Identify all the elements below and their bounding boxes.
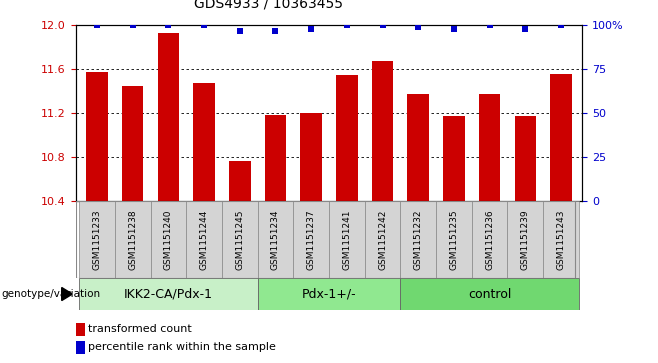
Bar <box>543 201 579 278</box>
Bar <box>76 323 84 336</box>
Point <box>163 23 174 28</box>
Bar <box>293 201 329 278</box>
Point <box>520 26 530 32</box>
Text: GSM1151233: GSM1151233 <box>93 209 101 270</box>
Text: GSM1151243: GSM1151243 <box>557 209 565 270</box>
Point <box>199 23 209 28</box>
Text: percentile rank within the sample: percentile rank within the sample <box>88 342 276 352</box>
Bar <box>229 161 251 201</box>
Text: GSM1151232: GSM1151232 <box>414 209 422 270</box>
Point <box>413 24 424 30</box>
Polygon shape <box>62 287 72 301</box>
Bar <box>507 201 543 278</box>
Point <box>377 23 388 28</box>
Bar <box>407 94 429 201</box>
Bar <box>122 86 143 201</box>
Bar <box>79 201 115 278</box>
Bar <box>193 83 215 201</box>
Text: GSM1151245: GSM1151245 <box>236 209 244 270</box>
Bar <box>151 201 186 278</box>
Bar <box>115 201 151 278</box>
Text: Pdx-1+/-: Pdx-1+/- <box>301 287 357 301</box>
Bar <box>515 116 536 201</box>
Text: GSM1151236: GSM1151236 <box>485 209 494 270</box>
Text: GSM1151238: GSM1151238 <box>128 209 138 270</box>
Text: transformed count: transformed count <box>88 324 192 334</box>
Text: IKK2-CA/Pdx-1: IKK2-CA/Pdx-1 <box>124 287 213 301</box>
Bar <box>550 74 572 201</box>
Bar <box>472 201 507 278</box>
Point <box>128 23 138 28</box>
Point <box>92 23 103 28</box>
Text: GSM1151244: GSM1151244 <box>199 209 209 270</box>
Bar <box>301 114 322 201</box>
Text: GSM1151240: GSM1151240 <box>164 209 173 270</box>
Text: GSM1151237: GSM1151237 <box>307 209 316 270</box>
Bar <box>79 278 258 310</box>
Point <box>449 26 459 32</box>
Point <box>484 23 495 28</box>
Point <box>555 23 566 28</box>
Bar <box>158 33 179 201</box>
Bar <box>436 201 472 278</box>
Text: GSM1151239: GSM1151239 <box>520 209 530 270</box>
Bar <box>372 61 393 201</box>
Bar <box>329 201 365 278</box>
Bar <box>258 201 293 278</box>
Text: GSM1151242: GSM1151242 <box>378 209 387 270</box>
Bar <box>479 94 500 201</box>
Point <box>306 26 316 32</box>
Text: control: control <box>468 287 511 301</box>
Bar <box>443 116 465 201</box>
Bar <box>186 201 222 278</box>
Text: GSM1151234: GSM1151234 <box>271 209 280 270</box>
Point <box>234 28 245 34</box>
Bar <box>400 201 436 278</box>
Bar <box>365 201 400 278</box>
Text: GSM1151241: GSM1151241 <box>342 209 351 270</box>
Bar <box>222 201 258 278</box>
Bar <box>86 72 108 201</box>
Bar <box>265 115 286 201</box>
Point <box>270 28 281 34</box>
Bar <box>258 278 400 310</box>
Bar <box>76 341 84 354</box>
Text: GDS4933 / 10363455: GDS4933 / 10363455 <box>193 0 343 11</box>
Text: genotype/variation: genotype/variation <box>1 289 101 299</box>
Text: GSM1151235: GSM1151235 <box>449 209 459 270</box>
Bar <box>400 278 579 310</box>
Bar <box>336 75 357 201</box>
Point <box>342 23 352 28</box>
